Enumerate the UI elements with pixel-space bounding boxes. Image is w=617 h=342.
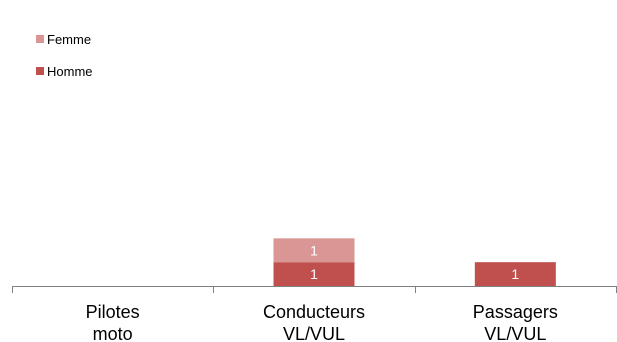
x-axis-tick-labels: Pilotes moto Conducteurs VL/VUL Passagers VL/… bbox=[86, 302, 558, 342]
bar-label-homme-2: 1 bbox=[511, 266, 519, 282]
legend-swatch-femme bbox=[36, 35, 44, 43]
category-label-0: Pilotes moto bbox=[86, 302, 140, 342]
bar-label-homme-1: 1 bbox=[310, 266, 318, 282]
legend-label-femme: Femme bbox=[47, 31, 92, 47]
bar-femme-1 bbox=[273, 238, 355, 263]
legend-swatch-homme bbox=[36, 67, 44, 75]
legend-item-homme: Homme bbox=[36, 63, 93, 79]
category-label-1: Conducteurs VL/VUL bbox=[263, 302, 365, 342]
bars-layer bbox=[273, 238, 556, 286]
x-axis-ticks bbox=[12, 286, 617, 293]
bar-homme-2 bbox=[474, 262, 556, 286]
bar-label-femme-1: 1 bbox=[310, 242, 318, 258]
legend: Femme Homme bbox=[36, 31, 93, 95]
legend-item-femme: Femme bbox=[36, 31, 93, 47]
bar-homme-1 bbox=[273, 262, 355, 286]
legend-label-homme: Homme bbox=[47, 63, 93, 79]
bar-labels-layer: 1 1 1 bbox=[310, 242, 519, 282]
category-label-2: Passagers VL/VUL bbox=[473, 302, 558, 342]
